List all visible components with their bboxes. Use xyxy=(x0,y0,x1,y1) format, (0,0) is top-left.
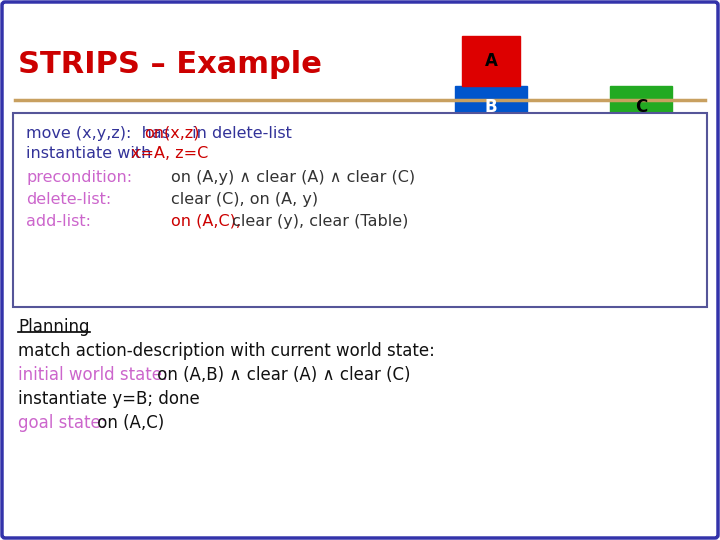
Text: goal state:: goal state: xyxy=(18,414,107,432)
Text: clear (C), on (A, y): clear (C), on (A, y) xyxy=(171,192,318,207)
Text: Planning: Planning xyxy=(18,318,89,336)
Text: B: B xyxy=(485,98,498,116)
FancyBboxPatch shape xyxy=(13,113,707,307)
Text: on (A,C): on (A,C) xyxy=(91,414,164,432)
Text: add-list:: add-list: xyxy=(26,214,91,229)
Bar xyxy=(455,86,527,128)
Text: instantiate with: instantiate with xyxy=(26,146,156,161)
Bar xyxy=(610,86,672,128)
Text: on(x,z): on(x,z) xyxy=(144,126,199,141)
Text: STRIPS – Example: STRIPS – Example xyxy=(18,50,322,79)
Text: initial world state:: initial world state: xyxy=(18,366,168,384)
Text: instantiate y=B; done: instantiate y=B; done xyxy=(18,390,199,408)
Text: move (x,y,z):  has: move (x,y,z): has xyxy=(26,126,175,141)
Bar xyxy=(462,36,520,86)
Text: match action-description with current world state:: match action-description with current wo… xyxy=(18,342,435,360)
Text: on (A,B) ∧ clear (A) ∧ clear (C): on (A,B) ∧ clear (A) ∧ clear (C) xyxy=(152,366,410,384)
Text: Table: Table xyxy=(544,132,585,146)
Text: clear (y), clear (Table): clear (y), clear (Table) xyxy=(227,214,408,229)
Text: x=A, z=C: x=A, z=C xyxy=(132,146,209,161)
Text: in delete-list: in delete-list xyxy=(187,126,292,141)
Text: on (A,y) ∧ clear (A) ∧ clear (C): on (A,y) ∧ clear (A) ∧ clear (C) xyxy=(171,170,415,185)
Text: A: A xyxy=(485,52,498,70)
Text: delete-list:: delete-list: xyxy=(26,192,112,207)
Bar xyxy=(430,128,700,150)
Text: on (A,C),: on (A,C), xyxy=(171,214,241,229)
Text: C: C xyxy=(635,98,647,116)
Text: precondition:: precondition: xyxy=(26,170,132,185)
